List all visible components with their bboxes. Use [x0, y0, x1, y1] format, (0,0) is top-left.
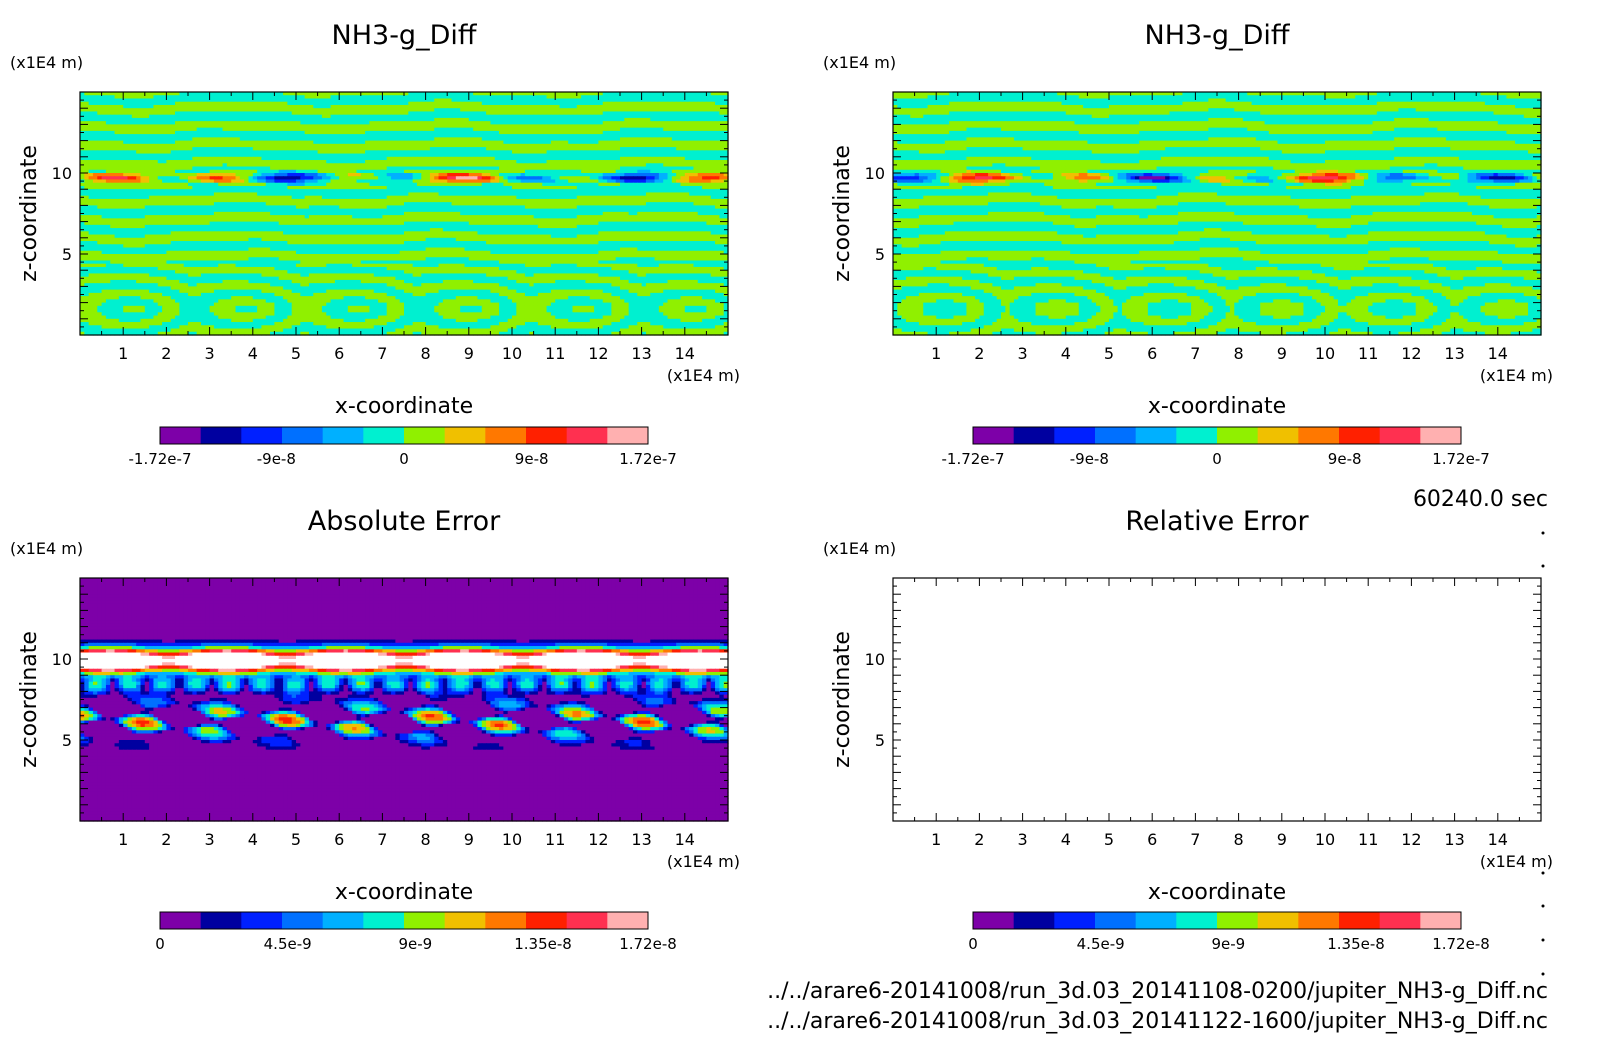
time-label: 60240.0 sec [1413, 487, 1548, 512]
plot-title: NH3-g_Diff [332, 20, 478, 51]
panel-1: NH3-g_Diff(x1E4 m)1 2 3 4 5 6 7 8 9 10 11 12 13 14(x1… [10, 20, 740, 468]
y-unit-label: (x1E4 m) [10, 53, 83, 72]
decorative-dots [1542, 532, 1545, 976]
heatmap [80, 92, 729, 336]
file-path-2: ../../arare6-20141008/run_3d.03_20141122… [767, 1009, 1548, 1034]
file-path-1: ../../arare6-20141008/run_3d.03_20141108… [767, 979, 1548, 1004]
